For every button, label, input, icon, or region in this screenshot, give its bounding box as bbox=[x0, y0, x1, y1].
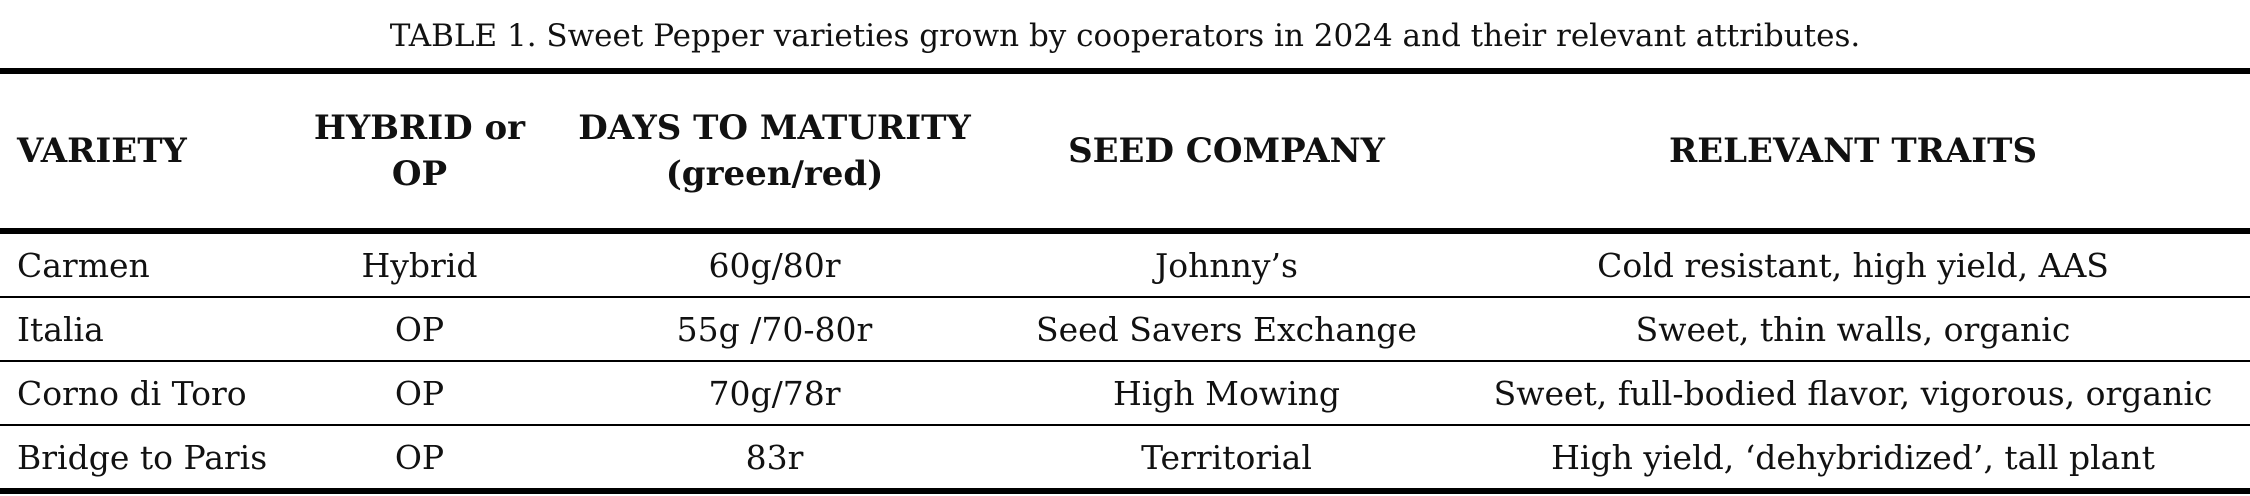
data-table: VARIETY HYBRID or OP DAYS TO MATURITY (green… bbox=[0, 68, 2250, 494]
table-cell: Corno di Toro bbox=[0, 360, 287, 425]
table-cell: 83r bbox=[552, 424, 997, 491]
header-line: HYBRID or bbox=[313, 108, 526, 148]
header-line: OP bbox=[391, 154, 448, 194]
header-row: VARIETY HYBRID or OP DAYS TO MATURITY (green… bbox=[0, 71, 2250, 234]
table-cell: OP bbox=[287, 424, 552, 491]
column-header: DAYS TO MATURITY (green/red) bbox=[552, 71, 997, 234]
header-line: DAYS TO MATURITY bbox=[578, 108, 971, 148]
table-cell: Cold resistant, high yield, AAS bbox=[1597, 245, 2109, 285]
table-cell: Italia bbox=[0, 296, 287, 361]
table-header: VARIETY HYBRID or OP DAYS TO MATURITY (green… bbox=[0, 71, 2250, 234]
column-header: RELEVANT TRAITS bbox=[1456, 71, 2250, 234]
table-cell: OP bbox=[287, 360, 552, 425]
table-cell: Sweet, full-bodied flavor, vigorous, org… bbox=[1456, 360, 2250, 425]
table-cell: Bridge to Paris bbox=[0, 424, 287, 491]
table-cell: Johnny’s bbox=[1155, 245, 1298, 285]
table-row: Carmen Hybrid 60g/80r Johnny’s Cold resistan… bbox=[0, 231, 2250, 297]
table-cell: 55g /70-80r bbox=[552, 296, 997, 361]
table-cell: Sweet, thin walls, organic bbox=[1456, 296, 2250, 361]
table-cell: Seed Savers Exchange bbox=[997, 296, 1456, 361]
header-line: (green/red) bbox=[665, 154, 884, 194]
column-header: SEED COMPANY bbox=[997, 71, 1456, 234]
table-row: Bridge to Paris OP 83r Territorial High yiel… bbox=[0, 424, 2250, 491]
table-title: TABLE 1. Sweet Pepper varieties grown by… bbox=[389, 18, 1861, 54]
table-cell: 60g/80r bbox=[708, 245, 841, 285]
column-header: VARIETY bbox=[0, 71, 287, 234]
column-header: HYBRID or OP bbox=[287, 71, 552, 234]
table-cell: OP bbox=[287, 296, 552, 361]
table-row: Corno di Toro OP 70g/78r High Mowing Sweet, … bbox=[0, 360, 2250, 425]
header-line: RELEVANT TRAITS bbox=[1668, 131, 2038, 171]
header-line: SEED COMPANY bbox=[1068, 131, 1385, 171]
table-cell: Carmen bbox=[17, 245, 150, 285]
table-cell: High Mowing bbox=[997, 360, 1456, 425]
table-cell: Hybrid bbox=[361, 245, 478, 285]
table-cell: Territorial bbox=[997, 424, 1456, 491]
table-cell: High yield, ‘dehybridized’, tall plant bbox=[1456, 424, 2250, 491]
header-line: VARIETY bbox=[17, 131, 187, 171]
table-body: Carmen Hybrid 60g/80r Johnny’s Cold resistan… bbox=[0, 231, 2250, 491]
table-row: Italia OP 55g /70-80r Seed Savers Exchange S… bbox=[0, 296, 2250, 361]
table-cell: 70g/78r bbox=[552, 360, 997, 425]
